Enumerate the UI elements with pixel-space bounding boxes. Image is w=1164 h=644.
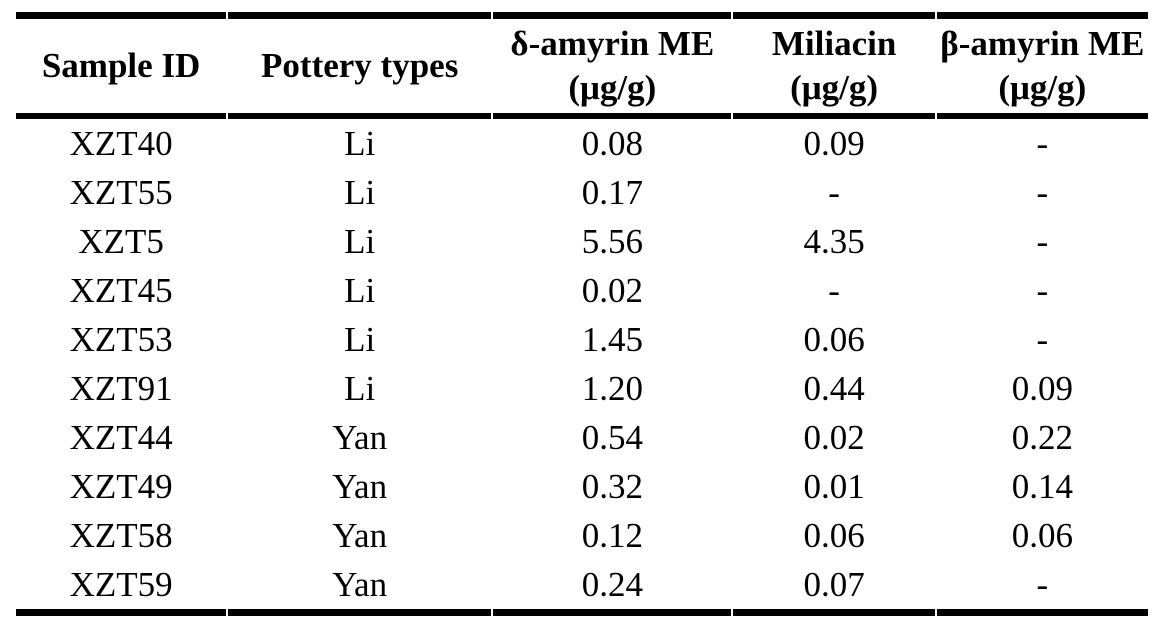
cell-pottery_type: Li bbox=[344, 172, 376, 212]
col-header-title: Miliacin bbox=[771, 24, 897, 63]
cell-d_amyrin_me: 1.45 bbox=[581, 319, 643, 359]
cell-sample_id: XZT49 bbox=[69, 466, 173, 506]
cell-pottery_type: Li bbox=[344, 270, 376, 310]
table-row: XZT40 Li 0.08 0.09 - bbox=[16, 119, 1148, 168]
cell-pottery_type: Li bbox=[344, 221, 376, 261]
table-row: XZT58 Yan 0.12 0.06 0.06 bbox=[16, 511, 1148, 560]
cell-b_amyrin_me: 0.09 bbox=[1011, 368, 1073, 408]
cell-miliacin: 0.09 bbox=[803, 123, 865, 163]
col-header-beta-amyrin-me: β-amyrin ME (μg/g) bbox=[936, 12, 1148, 119]
col-header-title: Pottery types bbox=[261, 46, 459, 85]
cell-pottery_type: Li bbox=[344, 368, 376, 408]
cell-sample_id: XZT91 bbox=[69, 368, 173, 408]
col-header-unit: (μg/g) bbox=[998, 68, 1087, 107]
cell-d_amyrin_me: 0.12 bbox=[581, 515, 643, 555]
table-row: XZT59 Yan 0.24 0.07- bbox=[16, 560, 1148, 616]
table-row: XZT53 Li 1.45 0.06 - bbox=[16, 315, 1148, 364]
cell-pottery_type: Yan bbox=[332, 515, 388, 555]
table-body: XZT40 Li 0.08 0.09 - XZT55 Li 0.17 - - XZT5 Li 5.56 4… bbox=[16, 119, 1148, 616]
cell-b_amyrin_me: 0.14 bbox=[1011, 466, 1073, 506]
table-header: Sample ID Pottery types δ-amyrin ME (μg/… bbox=[16, 12, 1148, 119]
col-header-unit: (μg/g) bbox=[790, 68, 879, 107]
cell-b_amyrin_me: - bbox=[936, 560, 1148, 616]
col-header-pottery-types: Pottery types bbox=[228, 12, 492, 119]
cell-pottery_type: Yan bbox=[228, 560, 492, 616]
cell-miliacin: 4.35 bbox=[803, 221, 865, 261]
col-header-sample-id: Sample ID bbox=[16, 12, 227, 119]
cell-d_amyrin_me: 0.24 bbox=[493, 560, 732, 616]
table-row: XZT49 Yan 0.32 0.01 0.14 bbox=[16, 462, 1148, 511]
cell-b_amyrin_me: - bbox=[1036, 319, 1049, 359]
cell-miliacin: 0.02 bbox=[803, 417, 865, 457]
cell-d_amyrin_me: 0.17 bbox=[581, 172, 643, 212]
col-header-unit: (μg/g) bbox=[568, 68, 657, 107]
cell-sample_id: XZT53 bbox=[69, 319, 173, 359]
cell-b_amyrin_me: - bbox=[1036, 172, 1049, 212]
cell-sample_id: XZT44 bbox=[69, 417, 173, 457]
col-header-miliacin: Miliacin (μg/g) bbox=[733, 12, 935, 119]
cell-d_amyrin_me: 0.02 bbox=[581, 270, 643, 310]
cell-pottery_type: Yan bbox=[332, 417, 388, 457]
cell-b_amyrin_me: 0.06 bbox=[1011, 515, 1073, 555]
cell-miliacin: - bbox=[828, 172, 840, 212]
table-row: XZT91 Li 1.20 0.44 0.09 bbox=[16, 364, 1148, 413]
cell-sample_id: XZT45 bbox=[69, 270, 173, 310]
cell-b_amyrin_me: - bbox=[1036, 270, 1049, 310]
cell-sample_id: XZT58 bbox=[69, 515, 173, 555]
cell-d_amyrin_me: 0.54 bbox=[581, 417, 643, 457]
cell-sample_id: XZT59 bbox=[16, 560, 227, 616]
cell-b_amyrin_me: 0.22 bbox=[1011, 417, 1073, 457]
cell-b_amyrin_me: - bbox=[1036, 221, 1049, 261]
cell-d_amyrin_me: 0.32 bbox=[581, 466, 643, 506]
cell-miliacin: - bbox=[828, 270, 840, 310]
cell-sample_id: XZT5 bbox=[78, 221, 164, 261]
col-header-delta-amyrin-me: δ-amyrin ME (μg/g) bbox=[493, 12, 732, 119]
cell-miliacin: 0.07 bbox=[733, 560, 935, 616]
col-header-title: β-amyrin ME bbox=[940, 24, 1145, 63]
header-row: Sample ID Pottery types δ-amyrin ME (μg/… bbox=[16, 12, 1148, 119]
cell-miliacin: 0.44 bbox=[803, 368, 865, 408]
table-row: XZT55 Li 0.17 - - bbox=[16, 168, 1148, 217]
cell-miliacin: 0.06 bbox=[803, 515, 865, 555]
table-row: XZT45 Li 0.02 - - bbox=[16, 266, 1148, 315]
cell-miliacin: 0.01 bbox=[803, 466, 865, 506]
table-row: XZT5 Li 5.56 4.35 - bbox=[16, 217, 1148, 266]
table-row: XZT44 Yan 0.54 0.02 0.22 bbox=[16, 413, 1148, 462]
cell-pottery_type: Yan bbox=[332, 466, 388, 506]
cell-sample_id: XZT55 bbox=[69, 172, 173, 212]
col-header-title: Sample ID bbox=[41, 46, 201, 85]
col-header-title: δ-amyrin ME bbox=[510, 24, 715, 63]
cell-b_amyrin_me: - bbox=[1036, 123, 1049, 163]
cell-d_amyrin_me: 0.08 bbox=[581, 123, 643, 163]
cell-d_amyrin_me: 1.20 bbox=[581, 368, 643, 408]
cell-miliacin: 0.06 bbox=[803, 319, 865, 359]
cell-d_amyrin_me: 5.56 bbox=[581, 221, 643, 261]
cell-pottery_type: Li bbox=[344, 123, 376, 163]
biomarker-table: Sample ID Pottery types δ-amyrin ME (μg/… bbox=[14, 12, 1150, 616]
cell-pottery_type: Li bbox=[344, 319, 376, 359]
cell-sample_id: XZT40 bbox=[69, 123, 173, 163]
